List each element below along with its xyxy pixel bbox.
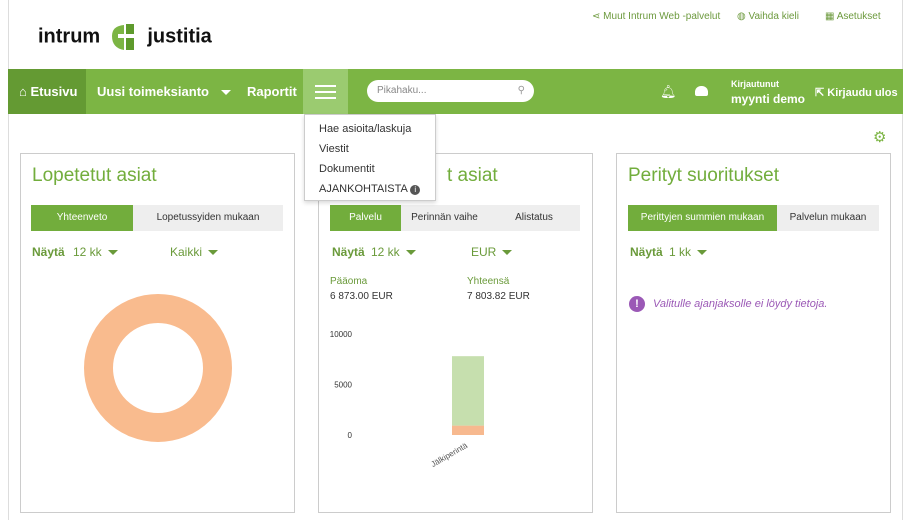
link-text: Vaihda kieli <box>748 11 799 22</box>
info-icon: ! <box>629 296 645 312</box>
menu-item[interactable]: AJANKOHTAISTA i <box>319 183 421 195</box>
settings-icon[interactable]: ⚙ <box>873 129 887 146</box>
search-box[interactable]: Pikahaku... ⚲ <box>367 80 534 102</box>
nav-text: Etusivu <box>30 84 78 99</box>
panel-title: Perityt suoritukset <box>628 165 779 186</box>
logo-icon <box>111 24 138 50</box>
link-text: Muut Intrum Web -palvelut <box>603 11 721 22</box>
tab[interactable]: Yhteenveto <box>31 205 133 231</box>
filter[interactable]: Kaikki <box>170 245 219 259</box>
summary-label: Pääoma <box>330 276 368 287</box>
filter-text: EUR <box>471 245 497 259</box>
logout[interactable]: ⇱ Kirjaudu ulos <box>815 87 898 99</box>
tab[interactable]: Perittyjen summien mukaan <box>628 205 777 231</box>
logout-text: Kirjaudu ulos <box>827 87 898 99</box>
nav-item[interactable]: Uusi toimeksianto <box>97 69 231 114</box>
bar-segment <box>452 425 484 435</box>
link[interactable]: ◍ Vaihda kieli <box>737 11 799 22</box>
logo-text: intrum <box>38 25 101 48</box>
y-tick-label: 10000 <box>330 330 353 339</box>
tab[interactable]: Lopetussyiden mukaan <box>133 205 283 231</box>
x-tick-label: Jälkiperintä <box>429 441 469 469</box>
dropdown-menu: Hae asioita/laskuja Viestit Dokumentit A… <box>304 114 436 201</box>
panel: Perityt suoritukset Perittyjen summien m… <box>616 153 891 513</box>
summary-value: 7 803.82 EUR <box>467 291 530 302</box>
filter[interactable]: 1 kk <box>669 245 708 259</box>
donut <box>84 294 232 442</box>
user-name: myynti demo <box>731 92 806 106</box>
y-tick-label: 0 <box>348 431 353 440</box>
summary-label: Yhteensä <box>467 276 510 287</box>
tab[interactable]: Alistatus <box>488 205 580 231</box>
panel-title: Lopetetut asiat <box>32 165 157 186</box>
y-tick-label: 5000 <box>334 381 352 390</box>
filter-text: 12 kk <box>371 245 400 259</box>
filter[interactable]: EUR <box>471 245 513 259</box>
tab[interactable]: Palvelun mukaan <box>777 205 879 231</box>
bar-chart: 0 5000 10000 Jälkiperintä <box>330 330 484 469</box>
link[interactable]: ⋖ Muut Intrum Web -palvelut <box>592 11 721 22</box>
user-icon <box>695 86 708 96</box>
menu-button[interactable] <box>303 69 348 114</box>
notifications-icon[interactable]: 🔔︎ <box>660 84 677 99</box>
link-text: Asetukset <box>836 11 881 22</box>
filter[interactable]: 12 kk <box>371 245 416 259</box>
logo[interactable]: intrum justitia <box>38 22 212 52</box>
link[interactable]: ▦ Asetukset <box>825 11 881 22</box>
tab[interactable]: Perinnän vaihe <box>401 205 488 231</box>
filter-text: 12 kk <box>73 245 102 259</box>
filter-text: Kaikki <box>170 245 203 259</box>
menu-item[interactable]: Hae asioita/laskuja <box>319 123 412 135</box>
panel: Lopetetut asiat Yhteenveto Lopetussyiden… <box>20 153 295 513</box>
user-label: Kirjautunut <box>731 79 779 89</box>
menu-item[interactable]: Viestit <box>319 143 349 155</box>
search-placeholder: Pikahaku... <box>377 85 427 96</box>
filter[interactable]: 12 kk <box>73 245 118 259</box>
panel-title: t asiat <box>447 165 498 186</box>
tab[interactable]: Palvelu <box>330 205 401 231</box>
menu-text: AJANKOHTAISTA <box>319 183 408 195</box>
nav-text: Uusi toimeksianto <box>97 84 209 99</box>
filter-text: 1 kk <box>669 245 692 259</box>
nav-item[interactable]: ⌂ Etusivu <box>8 69 86 114</box>
filter-label: Näytä <box>32 245 65 259</box>
empty-message: Valitulle ajanjaksolle ei löydy tietoja. <box>653 298 828 310</box>
bar-segment <box>452 356 484 426</box>
filter-label: Näytä <box>630 245 663 259</box>
summary-value: 6 873.00 EUR <box>330 291 393 302</box>
menu-item[interactable]: Dokumentit <box>319 163 375 175</box>
logo-text: justitia <box>147 25 212 48</box>
filter-label: Näytä <box>332 245 365 259</box>
panel: t asiat Palvelu Perinnän vaihe Alistatus… <box>318 153 593 513</box>
nav-item[interactable]: Raportit <box>247 84 297 99</box>
page-frame <box>8 0 903 520</box>
